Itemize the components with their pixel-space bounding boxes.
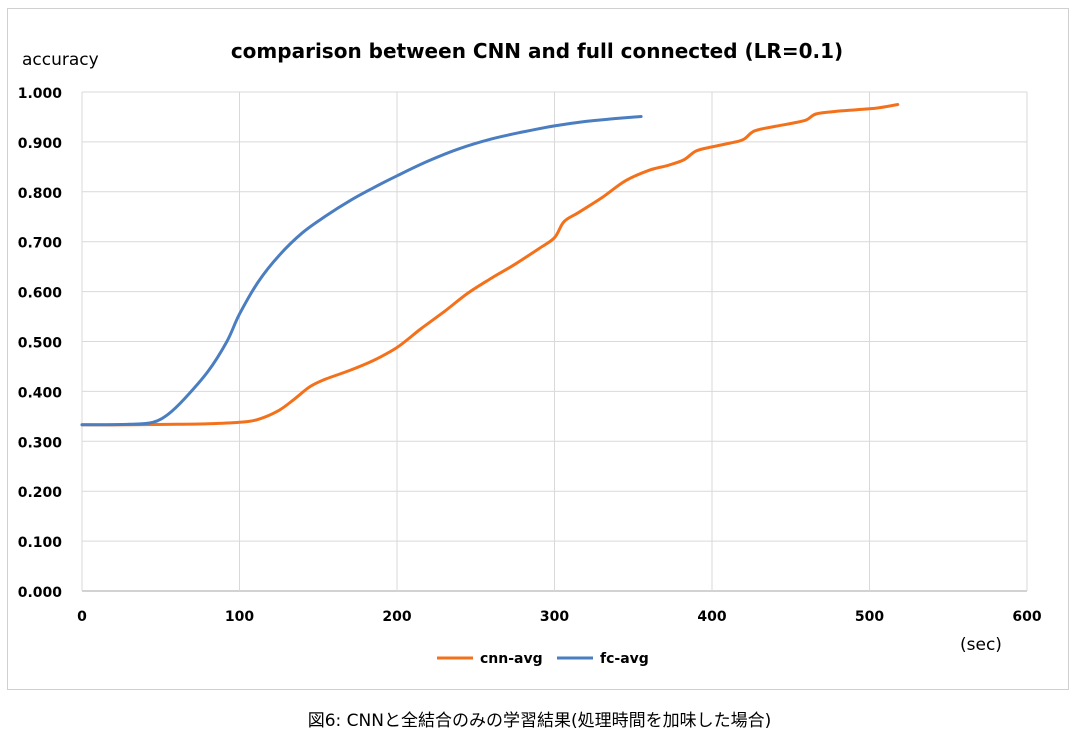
y-tick-label: 1.000 bbox=[18, 86, 63, 102]
y-tick-label: 0.000 bbox=[18, 585, 63, 601]
legend: cnn-avg fc-avg bbox=[437, 651, 649, 667]
x-tick-label: 500 bbox=[855, 609, 884, 625]
x-tick-label: 400 bbox=[697, 609, 726, 625]
y-tick-label: 0.900 bbox=[18, 136, 63, 152]
y-tick-label: 0.200 bbox=[18, 485, 63, 501]
x-tick-labels: 0 100 200 300 400 500 600 bbox=[77, 609, 1042, 625]
series-lines bbox=[80, 103, 900, 427]
y-tick-label: 0.700 bbox=[18, 236, 63, 252]
y-tick-label: 0.800 bbox=[18, 186, 63, 202]
y-axis-label: accuracy bbox=[22, 50, 99, 70]
chart-frame bbox=[7, 8, 1069, 690]
series-line-fc-avg bbox=[80, 115, 643, 427]
x-tick-label: 100 bbox=[225, 609, 254, 625]
legend-label-fc-avg: fc-avg bbox=[600, 651, 649, 667]
y-tick-labels: 0.000 0.100 0.200 0.300 0.400 0.500 0.600 0.700… bbox=[18, 86, 63, 601]
gridlines bbox=[81, 91, 1028, 592]
figure-caption: 図6: CNNと全結合のみの学習結果(処理時間を加味した場合) bbox=[307, 711, 772, 731]
x-tick-label: 0 bbox=[77, 609, 87, 625]
y-tick-label: 0.600 bbox=[18, 286, 63, 302]
y-tick-label: 0.500 bbox=[18, 336, 63, 352]
x-axis-label: (sec) bbox=[960, 635, 1002, 655]
line-chart: comparison between CNN and full connecte… bbox=[18, 39, 1042, 667]
chart-title: comparison between CNN and full connecte… bbox=[231, 39, 843, 63]
series-line-cnn-avg bbox=[80, 103, 900, 427]
y-tick-label: 0.300 bbox=[18, 435, 63, 451]
x-tick-label: 300 bbox=[540, 609, 569, 625]
x-tick-label: 200 bbox=[382, 609, 411, 625]
y-tick-label: 0.100 bbox=[18, 535, 63, 551]
x-tick-label: 600 bbox=[1012, 609, 1041, 625]
y-tick-label: 0.400 bbox=[18, 385, 63, 401]
legend-label-cnn-avg: cnn-avg bbox=[480, 651, 543, 667]
